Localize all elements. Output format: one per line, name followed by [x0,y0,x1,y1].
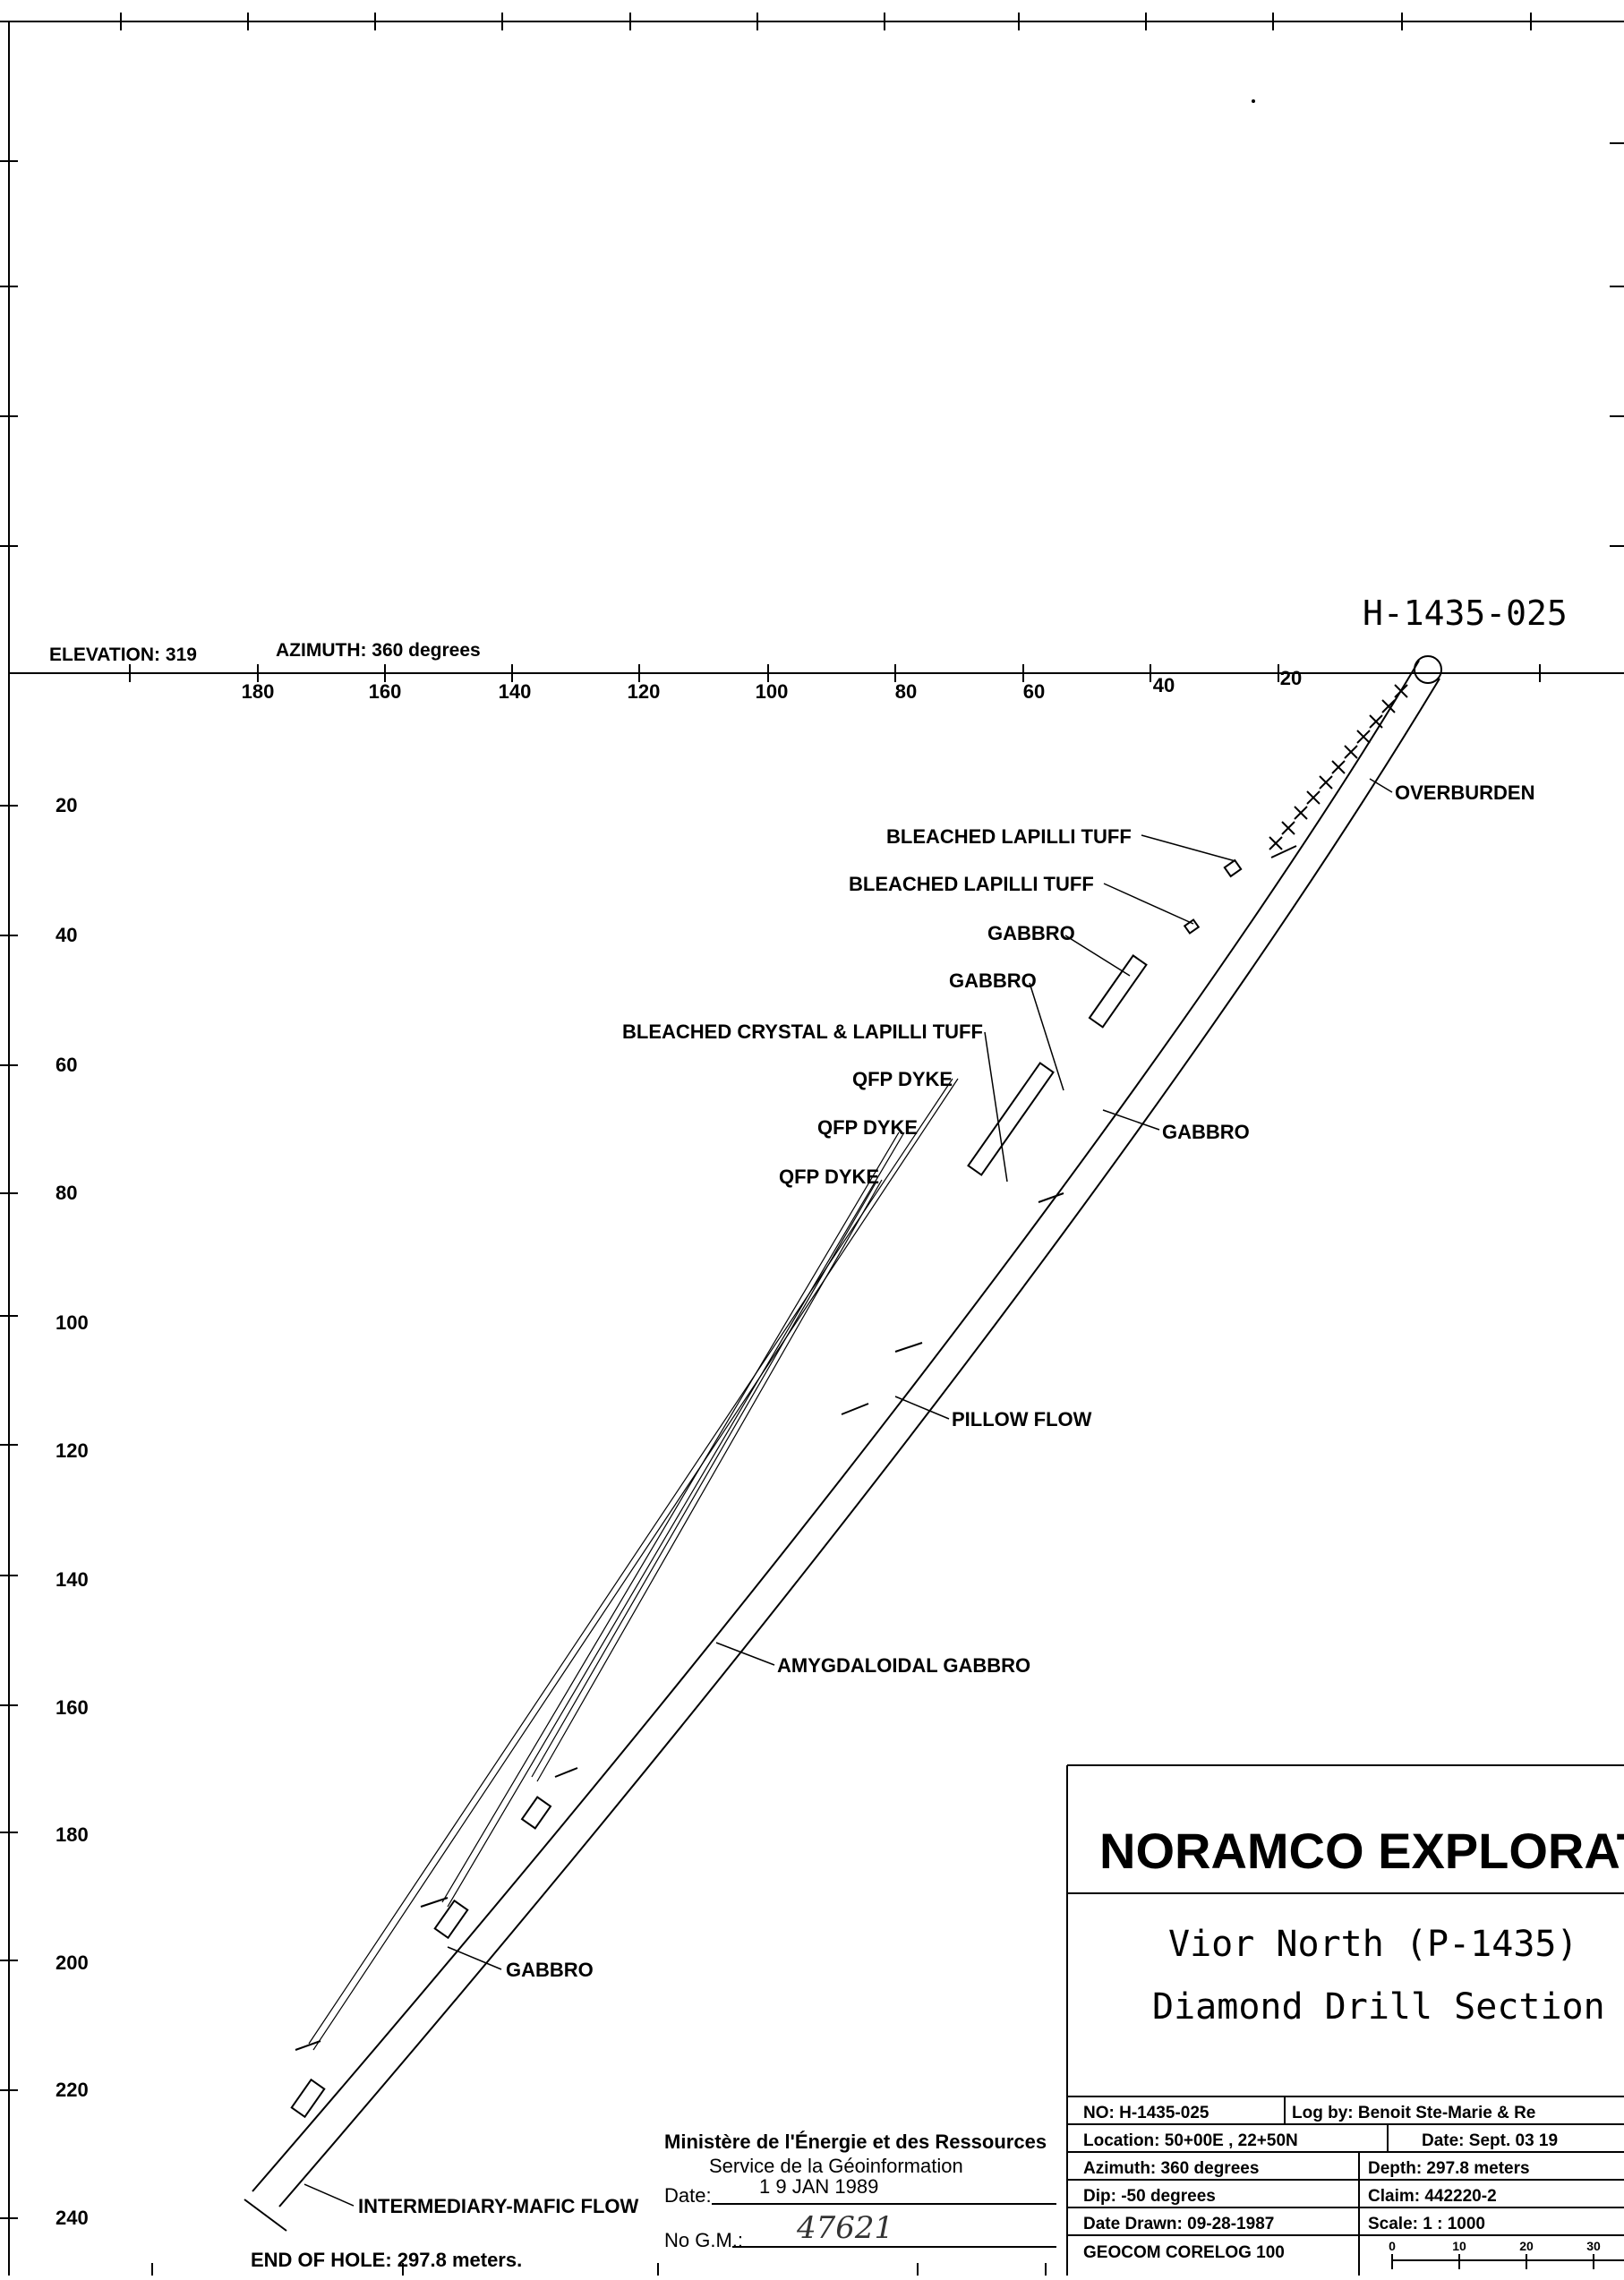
map-frame [8,21,1624,2276]
unit-label: QFP DYKE [852,1068,953,1090]
azimuth-label: AZIMUTH: 360 degrees [276,640,481,661]
unit-label: BLEACHED CRYSTAL & LAPILLI TUFF [622,1020,983,1043]
top-border-ticks [0,13,1532,30]
elevation-label: ELEVATION: 319 [49,645,197,665]
unit-label: GABBRO [1162,1121,1250,1143]
depth-info: Depth: 297.8 meters [1368,2159,1530,2178]
depth-tick-label: 200 [56,1951,89,1974]
right-border-ticks [1610,142,1624,547]
stamp-ministry: Ministère de l'Énergie et des Ressources [664,2131,1047,2153]
depth-tick-label: 60 [56,1054,77,1076]
project-name: Vior North (P-1435) [1168,1924,1578,1965]
hole-id-label: H-1435-025 [1363,593,1568,633]
logged-by: Log by: Benoit Ste-Marie & Re [1292,2104,1535,2122]
unit-label: OVERBURDEN [1395,781,1534,804]
depth-tick-label: 140 [56,1568,89,1591]
dip-info: Dip: -50 degrees [1083,2187,1216,2206]
ministry-stamp: Ministère de l'Énergie et des Ressources… [664,2131,1056,2251]
overburden-pattern [1269,684,1408,850]
h-tick-label: 120 [628,680,661,703]
unit-label: AMYGDALOIDAL GABBRO [777,1654,1030,1677]
depth-tick-label: 20 [56,794,77,816]
h-tick-label: 100 [756,680,789,703]
unit-label: PILLOW FLOW [952,1408,1092,1430]
claim-info: Claim: 442220-2 [1368,2187,1497,2206]
unit-leader-lines [303,778,1393,2207]
hole-number: NO: H-1435-025 [1083,2104,1209,2122]
end-of-hole-marker [244,2199,287,2232]
depth-tick-label: 160 [56,1696,89,1719]
depth-tick-labels: 20 40 60 80 100 120 140 160 180 200 220 … [56,794,89,2229]
scale-bar: 0 10 20 30 [1389,2239,1624,2269]
scale-bar-tick: 30 [1586,2239,1601,2253]
qfp-dyke-projections [308,1078,959,2051]
stamp-date-label: Date: [664,2184,712,2207]
scale-bar-tick: 0 [1389,2239,1396,2253]
h-tick-label: 160 [369,680,402,703]
hole-left-wall [252,660,1420,2192]
depth-tick-label: 220 [56,2079,89,2101]
end-of-hole-label: END OF HOLE: 297.8 meters. [251,2249,522,2271]
section-subtitle: Diamond Drill Section [1152,1986,1605,2028]
hole-right-wall [278,678,1440,2207]
h-tick-label: 140 [499,680,532,703]
scale-bar-tick: 20 [1519,2239,1534,2253]
h-tick-label: 80 [895,680,917,703]
title-block: NORAMCO EXPLORATION Vior North (P-1435) … [1066,1764,1624,2276]
date-drawn: Date Drawn: 09-28-1987 [1083,2215,1274,2233]
stamp-gm-label: No G.M.: [664,2229,743,2251]
left-border-ticks [0,160,18,2219]
azimuth-info: Azimuth: 360 degrees [1083,2159,1259,2178]
collar-marker [1414,655,1442,684]
scan-speck [1252,99,1255,103]
h-tick-label: 180 [242,680,275,703]
drill-hole-trace [244,655,1442,2232]
scale-info: Scale: 1 : 1000 [1368,2215,1485,2233]
depth-tick-label: 120 [56,1439,89,1462]
unit-label: BLEACHED LAPILLI TUFF [849,873,1094,895]
depth-tick-label: 240 [56,2207,89,2229]
surface-line [9,664,1624,682]
stamp-gm-value: 47621 [796,2210,893,2246]
unit-label: QFP DYKE [817,1116,918,1139]
h-tick-label: 40 [1153,674,1175,696]
unit-label: GABBRO [506,1959,594,1981]
depth-tick-label: 180 [56,1823,89,1846]
company-name: NORAMCO EXPLORATION [1099,1823,1624,1879]
unit-label: QFP DYKE [779,1166,879,1188]
stamp-date-value: 1 9 JAN 1989 [759,2175,878,2198]
h-tick-label: 60 [1023,680,1045,703]
unit-label: BLEACHED LAPILLI TUFF [886,825,1132,848]
depth-tick-label: 40 [56,924,77,946]
unit-label: INTERMEDIARY-MAFIC FLOW [358,2195,638,2217]
depth-tick-label: 100 [56,1311,89,1334]
unit-label: GABBRO [949,969,1037,992]
location: Location: 50+00E , 22+50N [1083,2131,1298,2150]
depth-tick-label: 80 [56,1182,77,1204]
unit-label: GABBRO [987,922,1075,944]
software-info: GEOCOM CORELOG 100 [1083,2243,1285,2262]
bottom-border-ticks [151,2263,1047,2276]
horizontal-tick-labels: 180 160 140 120 100 80 60 40 20 [242,667,1303,703]
scale-bar-tick: 10 [1452,2239,1466,2253]
h-tick-label: 20 [1280,667,1302,689]
log-date: Date: Sept. 03 19 [1422,2131,1558,2150]
unit-labels: OVERBURDEN BLEACHED LAPILLI TUFF BLEACHE… [358,781,1534,2217]
stamp-service: Service de la Géoinformation [709,2155,963,2177]
